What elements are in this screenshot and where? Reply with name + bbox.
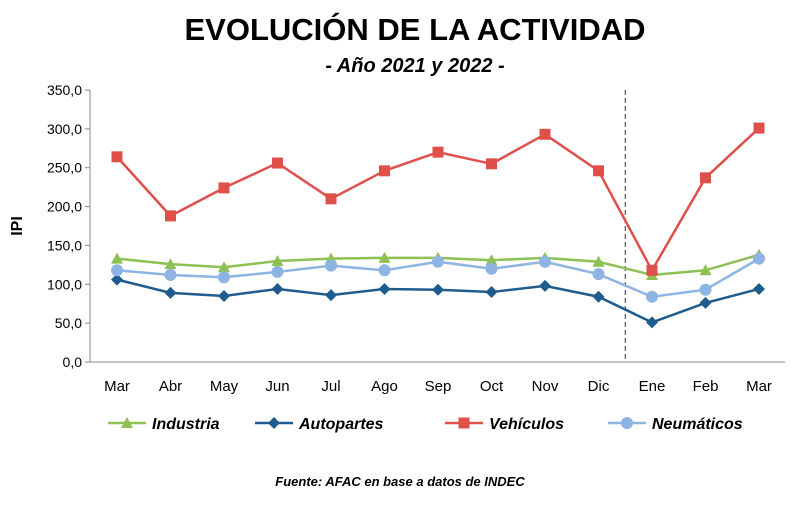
data-point [539,279,551,292]
y-tick-label: 300,0 [47,121,82,137]
legend-marker [621,417,633,429]
x-tick-label: Jul [321,378,340,395]
data-point [485,286,498,299]
data-point [646,290,658,303]
data-point [218,261,230,273]
x-tick-label: Mar [104,378,130,395]
chart-title: EVOLUCIÓN DE LA ACTIVIDAD [185,11,646,47]
x-tick-label: Jun [265,378,289,395]
data-point [539,128,551,140]
data-point [700,172,711,184]
legend-item: Industria [108,416,220,433]
legend-item: Autopartes [255,416,384,433]
data-point [111,273,123,286]
x-tick-label: Oct [480,378,504,395]
y-tick-label: 0,0 [63,354,83,370]
legend-label: Industria [152,416,220,433]
data-point [432,255,444,268]
legend-marker [458,417,470,429]
data-point [218,271,230,284]
data-point [271,282,284,295]
data-point [111,264,123,277]
data-point [111,151,123,163]
data-point [378,264,391,277]
data-point [646,264,658,276]
y-tick-label: 250,0 [47,160,82,176]
x-tick-label: Dic [588,378,610,395]
x-tick-label: Sep [425,378,452,395]
data-point [699,264,712,276]
legend-label: Vehículos [489,416,564,433]
data-point [218,289,230,302]
data-point [485,254,498,266]
source-note: Fuente: AFAC en base a datos de INDEC [275,474,525,489]
x-tick-label: Abr [159,378,182,395]
y-tick-label: 50,0 [55,315,82,331]
data-point [485,262,498,275]
series-neumáticos [111,252,765,303]
data-point [111,252,123,264]
data-point [271,254,284,266]
series-autopartes [111,273,765,329]
data-point [753,252,765,265]
y-tick-label: 200,0 [47,199,82,215]
legend-label: Neumáticos [652,416,743,433]
data-point [218,182,230,194]
data-point [699,283,712,296]
data-point [165,210,176,222]
data-point [753,282,765,295]
y-axis-label: IPI [9,216,26,236]
data-point [753,122,765,134]
data-point [325,259,337,272]
data-point [699,296,712,309]
data-point [378,251,391,263]
legend-item: Neumáticos [608,416,743,433]
x-tick-label: Ago [371,378,398,395]
data-point [592,268,605,281]
y-tick-label: 350,0 [47,82,82,98]
y-tick-label: 150,0 [47,237,82,253]
data-point [378,282,391,295]
data-point [486,158,497,170]
data-point [592,255,605,267]
data-point [325,289,337,302]
legend-marker [121,417,133,428]
data-point [271,265,284,278]
x-tick-label: Ene [639,378,666,395]
data-point [164,286,177,299]
data-point [646,316,658,329]
chart-subtitle: - Año 2021 y 2022 - [325,55,505,77]
x-tick-label: Feb [693,378,719,395]
data-point [164,268,177,281]
data-point [593,165,604,177]
x-tick-label: Nov [532,378,559,395]
x-tick-label: May [210,378,239,395]
data-point [592,290,605,303]
x-tick-label: Mar [746,378,772,395]
legend-item: Vehículos [445,416,564,433]
data-point [432,146,444,158]
data-point [325,193,337,205]
series-vehículos [111,122,765,276]
legend-label: Autopartes [298,416,384,433]
data-point [539,255,551,268]
data-point [164,258,177,270]
data-point [432,283,444,296]
data-point [379,165,390,177]
data-point [272,157,283,169]
y-tick-label: 100,0 [47,276,82,292]
legend-marker [268,417,280,429]
